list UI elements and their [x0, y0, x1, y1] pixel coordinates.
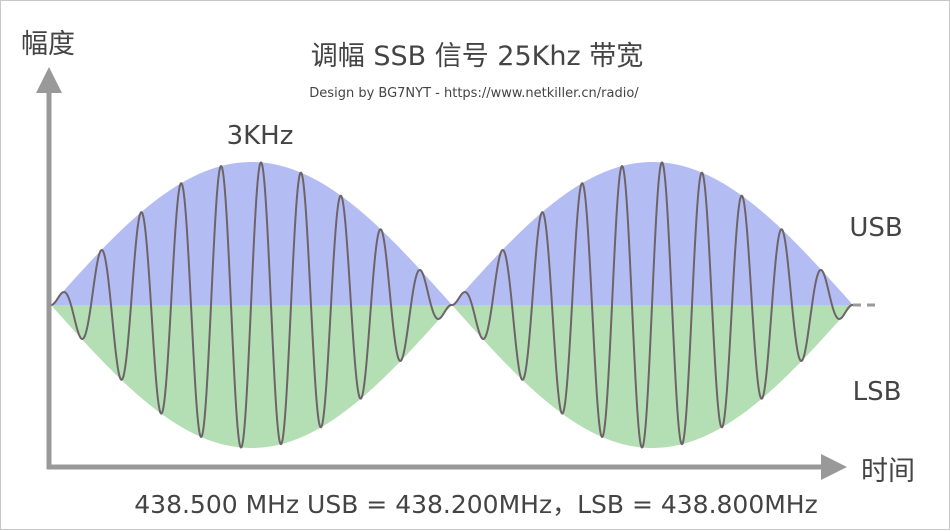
usb-label: USB — [849, 213, 902, 243]
diagram-title: 调幅 SSB 信号 25Khz 带宽 — [311, 41, 643, 72]
x-axis-label: 时间 — [861, 456, 915, 487]
usb-envelope-area — [51, 162, 853, 305]
carrier-wave — [50, 161, 854, 449]
y-axis-label: 幅度 — [21, 29, 75, 60]
diagram-subtitle: Design by BG7NYT - https://www.netkiller… — [309, 86, 639, 101]
lsb-envelope-area — [51, 305, 853, 448]
lsb-label: LSB — [853, 377, 902, 407]
wave-frequency-label: 3KHz — [227, 121, 294, 151]
frequency-caption: 438.500 MHz USB = 438.200MHz，LSB = 438.8… — [134, 490, 817, 519]
y-axis-arrow — [36, 67, 62, 93]
x-axis-arrow — [821, 454, 847, 480]
